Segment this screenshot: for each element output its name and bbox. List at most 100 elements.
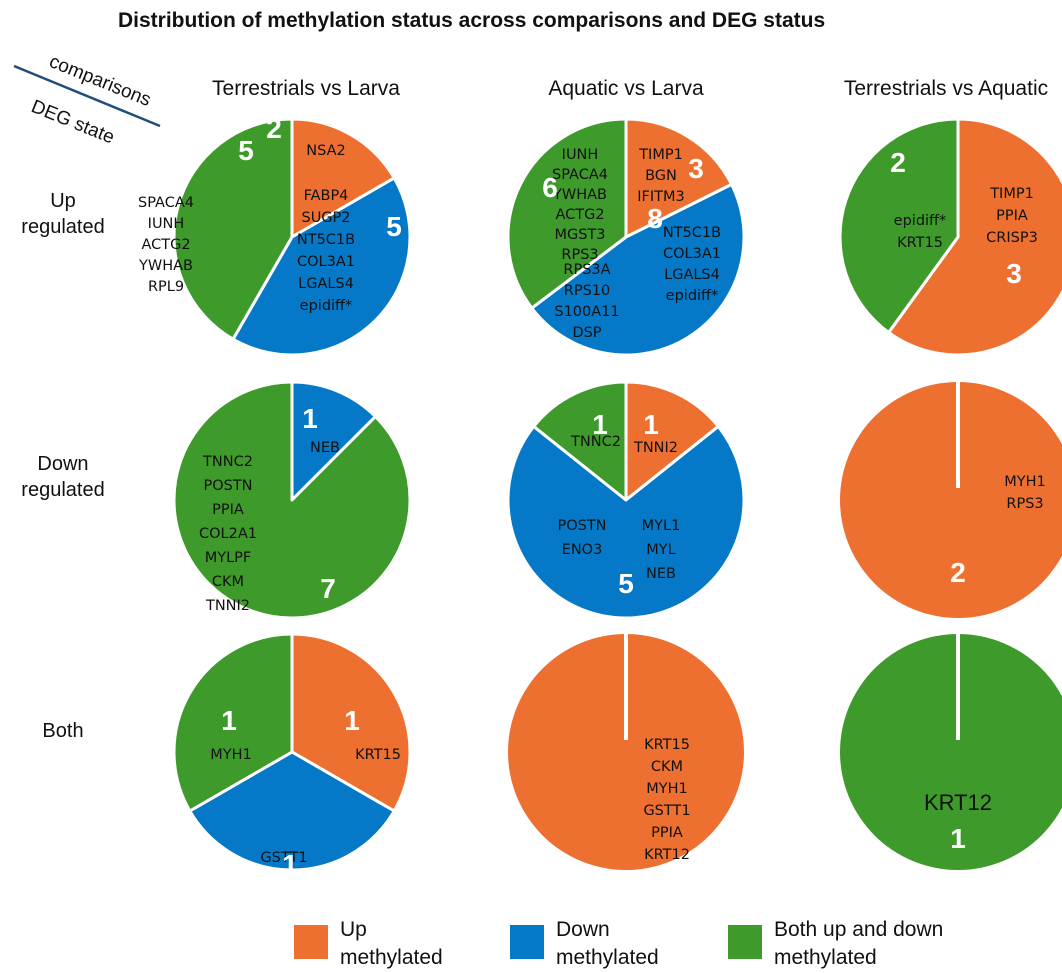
gene-label: KRT12	[924, 790, 992, 815]
gene-label: RPL9	[148, 279, 184, 295]
legend: Up methylated Down methylated Both up and do…	[294, 918, 943, 969]
pie-slice-both	[838, 117, 960, 334]
pie-slice-both	[840, 634, 1062, 870]
gene-label: epidiff*	[894, 213, 947, 229]
gene-label: CKM	[651, 759, 683, 775]
slice-count-down: 8	[647, 203, 663, 234]
gene-label: RPS3	[1006, 496, 1043, 512]
gene-label: epidiff*	[300, 298, 353, 314]
gene-list-up: MYH1 RPS3	[1004, 474, 1046, 512]
gene-list-down: POSTN ENO3	[557, 518, 606, 558]
gene-label: NT5C1B	[663, 225, 721, 241]
gene-label: KRT12	[644, 847, 690, 863]
gene-label: TIMP1	[989, 186, 1034, 202]
gene-list-up: KRT15	[355, 747, 401, 763]
pie-slice-up	[624, 117, 734, 239]
legend-label-both: Both up and down methylated	[774, 918, 943, 969]
gene-label: SPACA4	[138, 195, 194, 211]
legend-label-line: Down	[556, 918, 610, 941]
slice-count-both: 2	[890, 147, 906, 178]
pie-slice-up	[624, 380, 720, 502]
gene-list-down: FABP4 SUGP2 NT5C1B COL3A1 LGALS4 epidiff*	[297, 188, 355, 314]
pie-terrestrials-vs-larva-up-regulated: NSA2 2 FABP4 SUGP2 NT5C1B COL3A1 LGALS4 epidiff…	[138, 113, 412, 357]
gene-label: NEB	[310, 440, 340, 456]
gene-list-both: KRT12	[924, 790, 992, 815]
gene-label: MYLPF	[205, 550, 252, 566]
pie-terrestrials-vs-aquatic-both: KRT12 1	[840, 634, 1062, 870]
gene-label: RPS10	[564, 283, 610, 299]
row-header-line: Up	[50, 190, 76, 212]
gene-label: ACTG2	[141, 237, 190, 253]
pie-slice-both	[506, 117, 628, 310]
gene-label: LGALS4	[664, 267, 720, 283]
gene-list-both: IUNH SPACA4 YWHAB ACTG2 MGST3 RPS3	[552, 147, 608, 263]
slice-count-down: 5	[386, 211, 402, 242]
gene-list-both: SPACA4 IUNH ACTG2 YWHAB RPL9	[138, 195, 194, 295]
gene-label: CRISP3	[986, 230, 1038, 246]
legend-label-line: methylated	[556, 946, 659, 969]
slice-count-up: 2	[950, 557, 966, 588]
gene-label: GSTT1	[643, 803, 690, 819]
slice-count-both: 1	[592, 409, 608, 440]
chart-title: Distribution of methylation status acros…	[118, 9, 825, 32]
gene-list-up: TIMP1 PPIA CRISP3	[986, 186, 1038, 246]
slice-count-both: 1	[950, 823, 966, 854]
row-header-up-regulated: Up regulated	[21, 190, 104, 238]
gene-list-both: MYH1	[210, 747, 252, 763]
gene-label: TIMP1	[638, 147, 683, 163]
gene-label: RPS3	[561, 247, 598, 263]
slice-count-both: 1	[221, 705, 237, 736]
gene-label: KRT15	[355, 747, 401, 763]
pie-slice-both	[172, 380, 412, 620]
pie-slice-up	[508, 634, 744, 870]
row-header-both: Both	[42, 720, 83, 742]
slice-count-up: 1	[643, 409, 659, 440]
pie-slice-both	[172, 632, 294, 813]
gene-label: YWHAB	[552, 187, 607, 203]
gene-label: COL3A1	[297, 254, 355, 270]
gene-label: NEB	[646, 566, 676, 582]
legend-swatch-up	[294, 925, 328, 959]
pie-slice-up	[887, 117, 1062, 357]
pie-slice-up	[290, 632, 412, 813]
slice-count-both: 6	[542, 172, 558, 203]
column-header-terrestrials-vs-aquatic: Terrestrials vs Aquatic	[844, 77, 1048, 100]
pie-terrestrials-vs-aquatic-up-regulated: TIMP1 PPIA CRISP3 3 epidiff* KRT15 2	[838, 117, 1062, 357]
legend-item-both: Both up and down methylated	[728, 918, 943, 969]
corner-header: comparisons DEG state	[13, 51, 161, 148]
legend-item-down: Down methylated	[510, 918, 659, 969]
legend-item-up: Up methylated	[294, 918, 443, 969]
gene-list-both: TNNC2	[570, 434, 621, 450]
gene-label: PPIA	[651, 825, 683, 841]
gene-label: RPS3A	[563, 262, 610, 278]
slice-count-up: 1	[344, 705, 360, 736]
gene-label: CKM	[212, 574, 244, 590]
gene-list-down: GSTT1	[260, 850, 307, 866]
gene-label: POSTN	[557, 518, 606, 534]
legend-swatch-down	[510, 925, 544, 959]
row-header-line: Both	[42, 720, 83, 742]
gene-label: MGST3	[554, 227, 605, 243]
pie-slice-up	[840, 382, 1062, 618]
pie-slice-down	[290, 380, 377, 502]
gene-list-down: MYL1 MYL NEB	[642, 518, 681, 582]
gene-label: MYH1	[1004, 474, 1046, 490]
gene-label: IUNH	[148, 216, 185, 232]
gene-list-down: NT5C1B COL3A1 LGALS4 epidiff*	[663, 225, 721, 304]
gene-list-up: KRT15 CKM MYH1 GSTT1 PPIA KRT12	[643, 737, 690, 863]
slice-count-up: 3	[688, 153, 704, 184]
row-header-line: regulated	[21, 479, 104, 501]
pie-slice-down	[506, 424, 746, 620]
gene-list-up: NSA2	[306, 143, 345, 159]
pie-slice-down	[231, 176, 412, 357]
gene-label: TNNI2	[205, 598, 250, 614]
gene-label: GSTT1	[260, 850, 307, 866]
row-header-line: regulated	[21, 216, 104, 238]
gene-label: POSTN	[203, 478, 252, 494]
gene-label: TNNC2	[570, 434, 621, 450]
gene-label: PPIA	[212, 502, 244, 518]
